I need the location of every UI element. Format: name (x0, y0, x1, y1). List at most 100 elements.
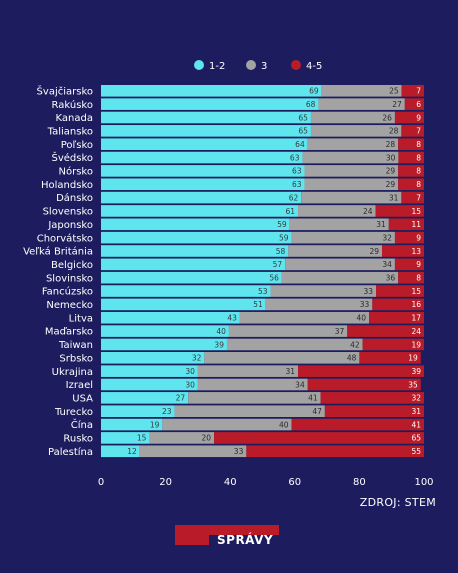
data-label: 6 (416, 100, 421, 109)
bar-segment-1-2 (101, 205, 299, 217)
data-label: 7 (416, 87, 421, 96)
bar-segment-3 (291, 231, 395, 244)
legend-swatch-3 (291, 60, 301, 70)
bar-segment-1-2 (101, 285, 271, 297)
bar-segment-3 (139, 445, 247, 458)
bar-segment-3 (270, 285, 377, 297)
data-label: 7 (416, 193, 421, 202)
x-tick-label: 40 (224, 477, 237, 488)
data-label: 29 (386, 180, 396, 189)
bar-segment-4-5 (362, 338, 424, 351)
data-label: 47 (312, 407, 322, 416)
category-label: Litva (69, 313, 93, 324)
bar-segment-4-5 (359, 352, 421, 364)
bar-segment-1-2 (101, 125, 311, 137)
logo-red-block (175, 525, 209, 545)
data-label: 13 (411, 247, 421, 256)
bar-segment-4-5 (398, 178, 424, 191)
bar-segment-1-2 (101, 445, 140, 458)
bar-segment-1-2 (101, 178, 305, 191)
category-label: Nórsko (59, 166, 93, 178)
chart-legend: 1-2 3 4-5 (194, 60, 322, 72)
data-label: 24 (411, 327, 421, 336)
data-label: 43 (227, 314, 237, 323)
data-label: 34 (382, 260, 392, 269)
data-label: 8 (416, 180, 421, 189)
bar-segment-3 (301, 191, 402, 204)
bar-segment-3 (304, 165, 399, 177)
data-label: 65 (298, 127, 308, 136)
bar-segment-1-2 (101, 85, 322, 97)
data-label: 20 (202, 434, 212, 443)
category-label: Maďarsko (45, 327, 93, 338)
category-label: Izrael (66, 380, 93, 391)
bar-segment-1-2 (101, 258, 286, 271)
data-label: 63 (292, 180, 302, 189)
bar-segment-3 (188, 392, 321, 404)
bar-segment-4-5 (291, 418, 424, 431)
data-label: 9 (416, 113, 421, 122)
bar-segment-1-2 (101, 325, 229, 337)
bar-segment-3 (281, 271, 399, 284)
bar-segment-1-2 (101, 392, 189, 404)
data-label: 30 (185, 367, 195, 376)
category-label: Chorvátsko (37, 232, 93, 244)
bar-segment-1-2 (101, 338, 227, 351)
bar-segment-3 (307, 138, 399, 150)
bar-segment-4-5 (214, 432, 424, 444)
data-label: 34 (295, 380, 305, 389)
data-label: 19 (408, 354, 418, 363)
data-label: 11 (411, 220, 421, 229)
bar-segment-3 (310, 125, 402, 137)
bar-segment-1-2 (101, 191, 302, 204)
data-label: 65 (298, 113, 308, 122)
data-label: 15 (411, 207, 421, 216)
bar-segment-4-5 (382, 245, 424, 257)
data-label: 30 (185, 380, 195, 389)
data-label: 48 (347, 354, 357, 363)
data-label: 25 (389, 87, 399, 96)
bar-segment-1-2 (101, 218, 290, 231)
data-label: 33 (363, 287, 373, 296)
category-labels: Švajčiarsko Rakúsko Kanada Taliansko PoľskoŠ… (23, 84, 93, 457)
category-label: Fancúzsko (42, 286, 93, 298)
data-label: 39 (214, 340, 224, 349)
bar-segment-4-5 (398, 165, 424, 177)
category-label: Rusko (63, 434, 93, 445)
bar-segment-4-5 (394, 111, 424, 124)
data-label: 35 (408, 380, 418, 389)
data-label: 68 (306, 100, 316, 109)
bar-segment-1-2 (101, 352, 205, 364)
bar-segment-4-5 (298, 365, 424, 377)
data-label: 27 (176, 394, 186, 403)
bar-segment-3 (162, 418, 292, 431)
data-label: 17 (411, 314, 421, 323)
bar-segment-3 (285, 258, 395, 271)
category-label: Turecko (54, 407, 93, 418)
legend-label-2: 3 (261, 61, 267, 72)
data-label: 27 (392, 100, 402, 109)
bar-segment-4-5 (369, 311, 424, 324)
bar-segment-4-5 (376, 285, 424, 297)
data-label: 8 (416, 140, 421, 149)
bar-segment-4-5 (372, 298, 424, 311)
bar-segment-1-2 (101, 98, 319, 110)
bar-segment-4-5 (401, 191, 424, 204)
bar-segment-1-2 (101, 111, 311, 124)
bar-segment-1-2 (101, 365, 198, 377)
bar-segment-1-2 (101, 138, 308, 150)
data-label: 55 (411, 447, 421, 456)
data-label: 42 (350, 340, 360, 349)
data-label: 7 (416, 127, 421, 136)
data-label: 31 (411, 407, 421, 416)
bar-segment-3 (310, 111, 395, 124)
data-label: 39 (411, 367, 421, 376)
data-label: 37 (335, 327, 345, 336)
legend-label-1: 1-2 (209, 61, 225, 72)
bar-segment-3 (174, 405, 325, 417)
bar-segment-1-2 (101, 165, 305, 177)
data-label: 59 (279, 233, 289, 242)
data-label: 31 (285, 367, 295, 376)
bar-segment-3 (226, 338, 363, 351)
